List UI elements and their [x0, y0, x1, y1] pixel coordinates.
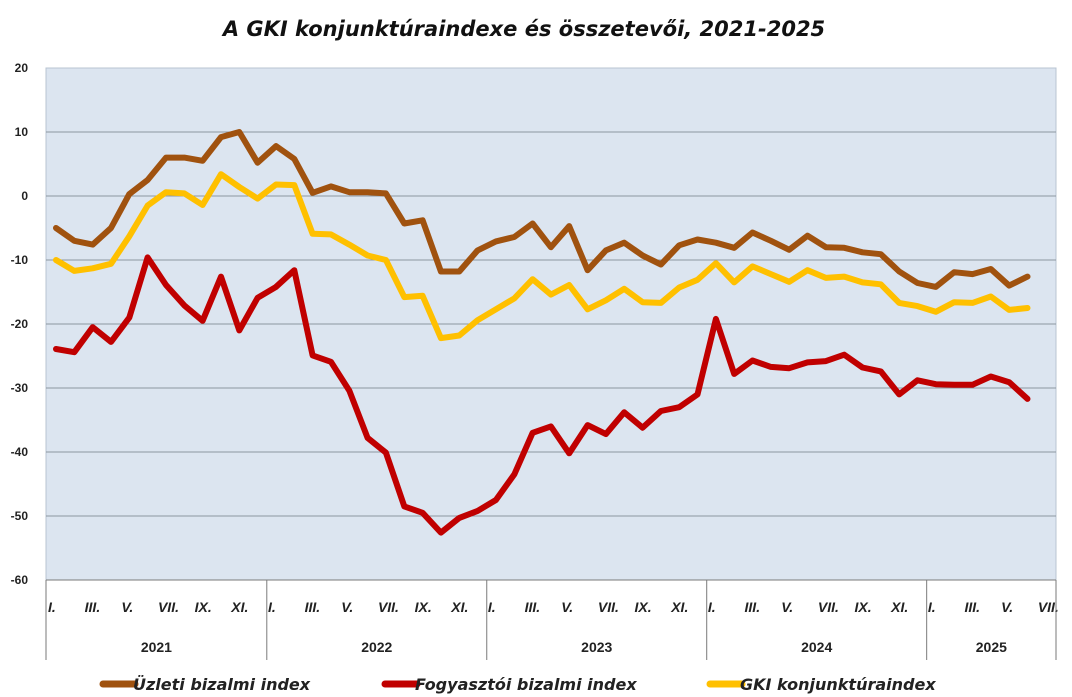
- x-tick-label: XI.: [670, 599, 688, 615]
- x-tick-label: IX.: [415, 599, 432, 615]
- y-axis-ticks: 20 10 0 -10 -20 -30 -40 -50 -60: [11, 61, 29, 587]
- series-lines: [53, 129, 1031, 536]
- x-axis: I. III. V. VII. IX. XI. 2021 I. III. V. VII. IX. XI.…: [45, 579, 1059, 660]
- year-label: 2021: [141, 639, 172, 655]
- x-tick-label: XI.: [450, 599, 468, 615]
- y-tick-label: -10: [11, 253, 29, 267]
- x-tick-label: XI.: [890, 599, 908, 615]
- x-tick-label: I.: [268, 599, 276, 615]
- x-tick-label: V.: [1001, 599, 1013, 615]
- x-tick-label: VII.: [818, 599, 839, 615]
- x-tick-label: XI.: [230, 599, 248, 615]
- legend-label: Fogyasztói bizalmi index: [415, 675, 637, 694]
- x-tick-label: III.: [965, 599, 981, 615]
- x-tick-label: VII.: [378, 599, 399, 615]
- y-tick-label: -30: [11, 381, 29, 395]
- x-tick-label: III.: [85, 599, 101, 615]
- y-tick-label: 0: [21, 189, 28, 203]
- x-tick-label: I.: [488, 599, 496, 615]
- series-line-2: [53, 171, 1031, 342]
- y-tick-label: 10: [15, 125, 29, 139]
- y-tick-label: -60: [11, 573, 29, 587]
- legend-label: GKI konjunktúraindex: [740, 675, 936, 694]
- x-tick-label: I.: [708, 599, 716, 615]
- gridlines: [46, 131, 1056, 517]
- x-tick-label: V.: [561, 599, 573, 615]
- legend-label: Üzleti bizalmi index: [133, 675, 311, 694]
- year-label: 2023: [581, 639, 612, 655]
- year-label: 2024: [801, 639, 832, 655]
- x-tick-label: III.: [305, 599, 321, 615]
- y-tick-label: -40: [11, 445, 29, 459]
- series-line-0: [53, 129, 1031, 290]
- chart-title: A GKI konjunktúraindexe és összetevői, 2…: [221, 17, 825, 41]
- x-tick-label: V.: [121, 599, 133, 615]
- y-tick-label: -20: [11, 317, 29, 331]
- x-tick-label: VII.: [598, 599, 619, 615]
- x-tick-label: III.: [525, 599, 541, 615]
- series-line-1: [53, 254, 1031, 536]
- x-tick-label: IX.: [855, 599, 872, 615]
- year-label: 2025: [976, 639, 1007, 655]
- x-tick-label: VII.: [1038, 599, 1059, 615]
- x-tick-label: VII.: [158, 599, 179, 615]
- x-tick-label: V.: [341, 599, 353, 615]
- x-tick-label: IX.: [195, 599, 212, 615]
- x-tick-label: I.: [48, 599, 56, 615]
- x-tick-label: III.: [745, 599, 761, 615]
- x-tick-label: V.: [781, 599, 793, 615]
- x-tick-label: I.: [928, 599, 936, 615]
- x-tick-label: IX.: [635, 599, 652, 615]
- y-tick-label: 20: [15, 61, 29, 75]
- y-tick-label: -50: [11, 509, 29, 523]
- legend: Üzleti bizalmi index Fogyasztói bizalmi i…: [99, 675, 936, 694]
- year-label: 2022: [361, 639, 392, 655]
